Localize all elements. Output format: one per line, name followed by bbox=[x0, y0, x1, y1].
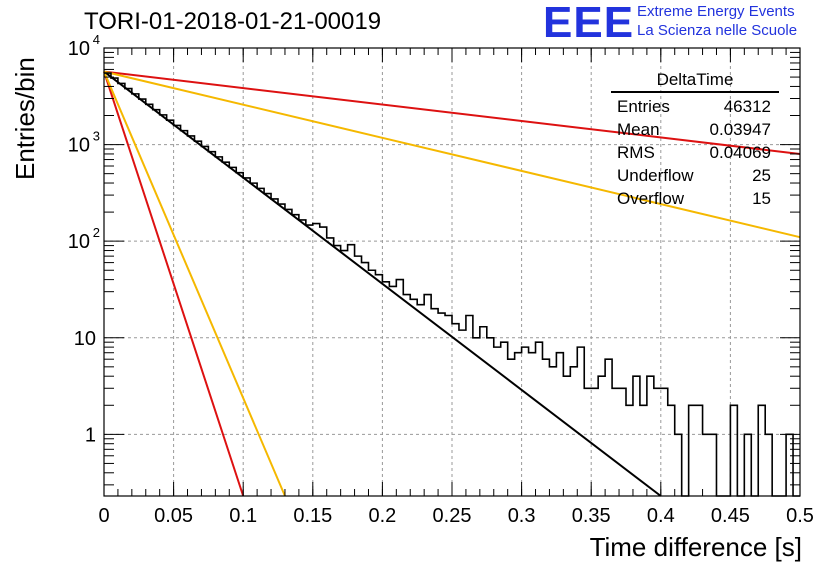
x-tick-label: 0.2 bbox=[368, 505, 396, 527]
y-tick-label: 1 bbox=[85, 424, 96, 446]
stats-box: DeltaTime Entries 46312 Mean 0.03947 RMS 0.… bbox=[611, 70, 779, 210]
eee-logo: EEE bbox=[543, 0, 635, 47]
stats-row-rms: RMS 0.04069 bbox=[617, 143, 771, 162]
stats-title: DeltaTime bbox=[611, 70, 779, 93]
axis-ticks bbox=[103, 47, 801, 496]
chart-title: TORI-01-2018-01-21-00019 bbox=[84, 8, 382, 35]
stats-row-mean: Mean 0.03947 bbox=[617, 120, 771, 139]
x-tick-label: 0.5 bbox=[786, 505, 814, 527]
x-tick-label: 0.15 bbox=[293, 505, 332, 527]
fit-line bbox=[103, 70, 801, 155]
histogram bbox=[104, 72, 800, 497]
x-axis-label: Time difference [s] bbox=[589, 532, 802, 562]
y-axis-label: Entries/bin bbox=[10, 57, 40, 180]
x-tick-label: 0.1 bbox=[229, 505, 257, 527]
tick-labels: 0 0.05 0.1 0.15 0.2 0.25 0.3 0.35 0.4 0.45 0.5 1 10 1… bbox=[68, 32, 814, 527]
y-tick-exponent: 2 bbox=[93, 225, 100, 240]
histogram-outline bbox=[104, 72, 800, 497]
fit-line bbox=[103, 70, 662, 497]
fit-lines bbox=[103, 70, 801, 497]
stats-row-underflow: Underflow 25 bbox=[617, 166, 771, 185]
x-tick-label: 0.35 bbox=[572, 505, 611, 527]
y-tick-label: 10 bbox=[68, 231, 90, 253]
logo-line-2: La Scienza nelle Scuole bbox=[637, 22, 798, 39]
stats-row-overflow: Overflow 15 bbox=[617, 189, 771, 208]
y-tick-label: 10 bbox=[68, 135, 90, 157]
x-tick-label: 0 bbox=[98, 505, 109, 527]
fit-line bbox=[103, 71, 245, 497]
x-tick-label: 0.45 bbox=[711, 505, 750, 527]
fit-line bbox=[103, 70, 801, 239]
x-tick-label: 0.05 bbox=[154, 505, 193, 527]
logo-line-1: Extreme Energy Events bbox=[637, 3, 795, 20]
x-tick-label: 0.25 bbox=[433, 505, 472, 527]
y-tick-exponent: 4 bbox=[93, 32, 100, 47]
x-tick-label: 0.3 bbox=[508, 505, 536, 527]
fit-line bbox=[103, 71, 286, 497]
y-axis-label-wrap: Entries/bin bbox=[10, 0, 40, 572]
y-tick-label: 10 bbox=[68, 38, 90, 60]
y-tick-label: 10 bbox=[74, 328, 96, 350]
x-tick-label: 0.4 bbox=[647, 505, 675, 527]
y-tick-exponent: 3 bbox=[93, 129, 100, 144]
stats-row-entries: Entries 46312 bbox=[617, 97, 771, 116]
